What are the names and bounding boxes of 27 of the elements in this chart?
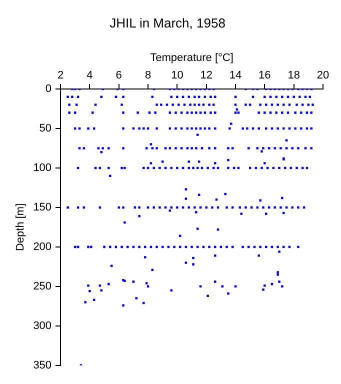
x-axis-title: Temperature [°C] [150,52,234,64]
x-tick-label: 20 [316,69,330,82]
y-tick-label: 300 [33,320,52,332]
y-tick-label: 50 [39,122,52,135]
point [308,96,312,98]
x-tick-label: 10 [171,69,184,82]
x-tick-label: 18 [288,69,300,82]
point [108,246,112,248]
x-tick-label: 4 [86,69,93,82]
x-tick-label: 12 [200,69,212,82]
point [100,96,103,98]
y-tick-label: 100 [33,162,52,174]
x-tick-label: 8 [144,69,152,82]
chart-title: JHIL in March, 1958 [110,15,226,30]
x-tick-label: 6 [116,69,122,82]
point [118,206,120,209]
y-tick-label: 350 [33,359,52,372]
y-tick-label: 150 [33,201,52,214]
x-tick-label: 14 [229,69,242,82]
y-tick-label: 0 [45,83,52,96]
y-tick-label: 200 [33,240,52,253]
point [144,246,146,248]
point [126,246,129,248]
y-tick-label: 250 [33,280,52,292]
x-tick-label: 16 [258,69,271,82]
y-axis-title: Depth [m] [14,203,27,252]
x-tick-label: 2 [57,69,64,82]
